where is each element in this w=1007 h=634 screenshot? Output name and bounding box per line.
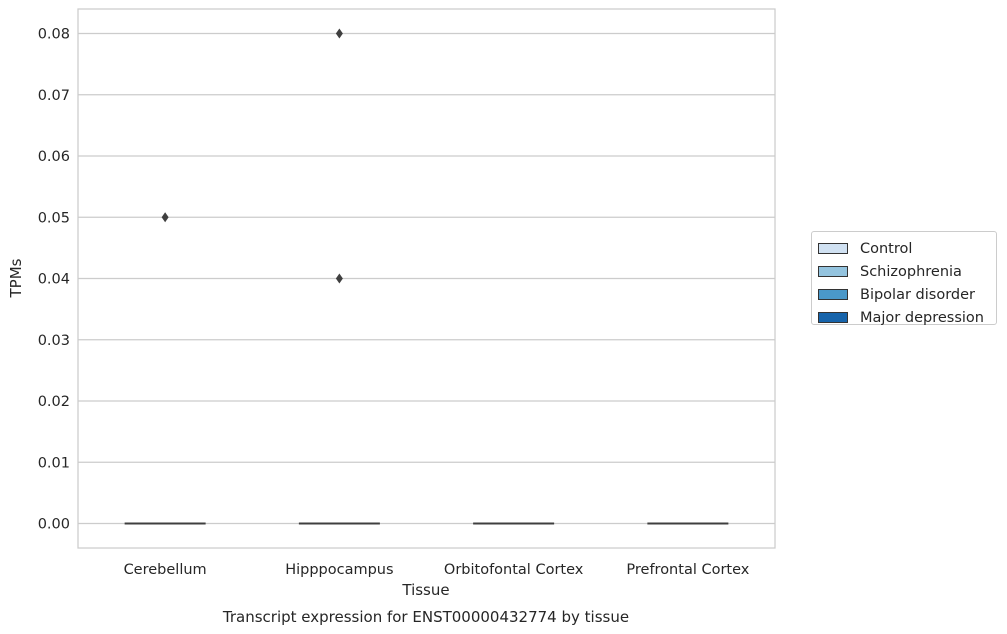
legend-label: Major depression — [860, 309, 984, 326]
x-tick-label: Hipppocampus — [285, 562, 393, 578]
legend-swatch — [818, 266, 848, 277]
y-tick-label: 0.08 — [38, 27, 70, 43]
y-tick-label: 0.05 — [38, 210, 70, 226]
outlier-point — [161, 212, 169, 223]
outlier-point — [335, 273, 343, 284]
outliers — [161, 28, 343, 284]
legend-label: Control — [860, 240, 913, 257]
boxes — [124, 522, 729, 525]
y-tick-label: 0.07 — [38, 88, 70, 104]
legend-item: Major depression — [818, 306, 996, 329]
legend-item: Schizophrenia — [818, 260, 996, 283]
legend-label: Bipolar disorder — [860, 286, 975, 303]
legend-swatch — [818, 243, 848, 254]
legend-swatch — [818, 312, 848, 323]
y-tick-label: 0.01 — [38, 455, 70, 471]
outlier-point — [335, 28, 343, 39]
y-tick-label: 0.00 — [38, 517, 70, 533]
legend-item: Bipolar disorder — [818, 283, 996, 306]
y-tick-label: 0.06 — [38, 149, 70, 165]
y-tick-labels: 0.00 0.01 0.02 0.03 0.04 0.05 0.06 0.07 0.08 — [38, 27, 70, 533]
y-tick-label: 0.03 — [38, 333, 70, 349]
legend: Control Schizophrenia Bipolar disorder Majo… — [811, 231, 997, 326]
x-axis-label: Tissue — [401, 581, 449, 599]
plot-frame — [77, 8, 776, 549]
x-tick-label: Prefrontal Cortex — [626, 562, 749, 578]
y-tick-label: 0.04 — [38, 272, 70, 288]
chart-caption: Transcript expression for ENST0000043277… — [222, 608, 629, 626]
y-axis-label: TPMs — [7, 258, 25, 298]
x-tick-label: Orbitofontal Cortex — [444, 562, 584, 578]
legend-label: Schizophrenia — [860, 263, 962, 280]
legend-swatch — [818, 289, 848, 300]
x-tick-label: Cerebellum — [124, 562, 207, 578]
legend-item: Control — [818, 237, 996, 260]
x-tick-labels: Cerebellum Hipppocampus Orbitofontal Corte… — [124, 562, 750, 578]
y-tick-label: 0.02 — [38, 394, 70, 410]
